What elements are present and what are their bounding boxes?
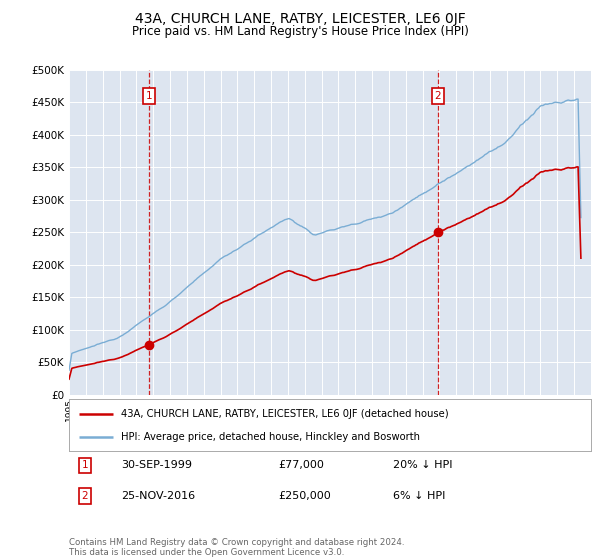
Text: 30-SEP-1999: 30-SEP-1999 <box>121 460 192 470</box>
Text: 2: 2 <box>82 491 88 501</box>
Text: 1: 1 <box>82 460 88 470</box>
Text: £250,000: £250,000 <box>278 491 331 501</box>
Text: 20% ↓ HPI: 20% ↓ HPI <box>392 460 452 470</box>
Text: 43A, CHURCH LANE, RATBY, LEICESTER, LE6 0JF: 43A, CHURCH LANE, RATBY, LEICESTER, LE6 … <box>134 12 466 26</box>
Text: £77,000: £77,000 <box>278 460 323 470</box>
Text: 25-NOV-2016: 25-NOV-2016 <box>121 491 196 501</box>
Text: 2: 2 <box>434 91 441 101</box>
Text: 43A, CHURCH LANE, RATBY, LEICESTER, LE6 0JF (detached house): 43A, CHURCH LANE, RATBY, LEICESTER, LE6 … <box>121 409 449 419</box>
Text: 1: 1 <box>146 91 152 101</box>
Text: HPI: Average price, detached house, Hinckley and Bosworth: HPI: Average price, detached house, Hinc… <box>121 432 420 442</box>
Text: 6% ↓ HPI: 6% ↓ HPI <box>392 491 445 501</box>
Text: Price paid vs. HM Land Registry's House Price Index (HPI): Price paid vs. HM Land Registry's House … <box>131 25 469 38</box>
Text: Contains HM Land Registry data © Crown copyright and database right 2024.
This d: Contains HM Land Registry data © Crown c… <box>69 538 404 557</box>
